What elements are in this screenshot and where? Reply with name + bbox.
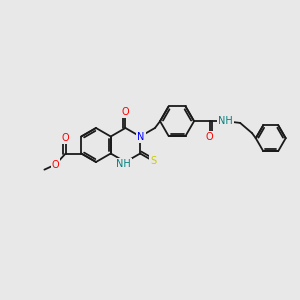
Text: O: O [62,133,70,143]
Text: O: O [206,132,214,142]
Text: NH: NH [116,159,131,169]
Text: O: O [52,160,59,170]
Text: O: O [122,107,129,117]
Text: N: N [137,131,145,142]
Text: S: S [150,156,157,166]
Text: NH: NH [218,116,233,126]
